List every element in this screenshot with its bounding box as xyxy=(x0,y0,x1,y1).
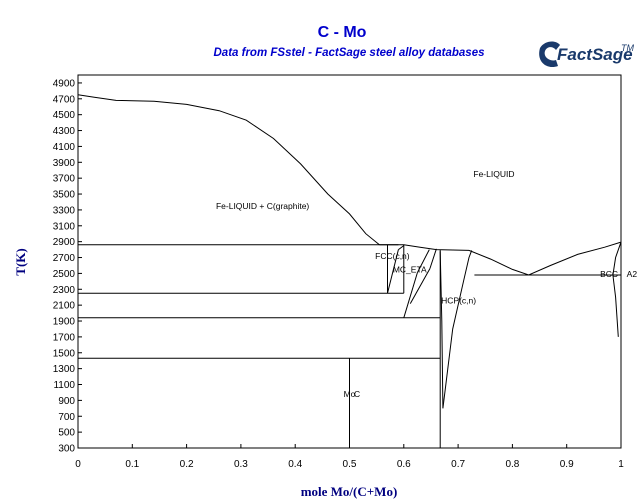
phase-boundary-line xyxy=(612,274,619,337)
phase-boundary-line xyxy=(403,272,418,318)
x-tick-label: 0.8 xyxy=(505,459,519,470)
y-tick-label: 3500 xyxy=(53,190,76,201)
y-tick-label: 4100 xyxy=(53,142,76,153)
region-label: C xyxy=(354,389,360,399)
phase-boundaries xyxy=(77,94,622,448)
y-tick-label: 300 xyxy=(58,444,75,455)
x-tick-label: 0.6 xyxy=(397,459,411,470)
region-label: Fe-LIQUID + C(graphite) xyxy=(216,201,309,211)
chart-subtitle: Data from FSstel - FactSage steel alloy … xyxy=(214,47,485,59)
phase-boundary-line xyxy=(409,268,431,304)
y-tick-label: 3300 xyxy=(53,205,76,216)
factsage-logo: FactSage TM xyxy=(539,41,634,68)
region-label: BCC xyxy=(600,269,618,279)
y-tick-label: 1500 xyxy=(53,348,76,359)
x-axis: 0 0.1 0.2 0.3 0.4 0.5 0.6 0.7 0.8 0.9 1 xyxy=(75,444,624,470)
y-tick-label: 4700 xyxy=(53,94,76,105)
logo-trademark: TM xyxy=(621,43,634,53)
y-tick-label: 2900 xyxy=(53,237,76,248)
y-tick-label: 500 xyxy=(58,428,75,439)
y-tick-label: 3900 xyxy=(53,158,76,169)
x-axis-label: mole Mo/(C+Mo) xyxy=(301,484,398,499)
chart-title: C - Mo xyxy=(318,24,367,41)
x-tick-label: 0 xyxy=(75,459,81,470)
x-tick-label: 0.5 xyxy=(343,459,357,470)
y-tick-label: 2500 xyxy=(53,269,76,280)
phase-region-labels: Fe-LIQUID Fe-LIQUID + C(graphite) FCC(c,n)… xyxy=(216,169,637,399)
phase-boundary-line xyxy=(398,245,405,251)
x-tick-label: 0.4 xyxy=(288,459,302,470)
y-tick-label: 2700 xyxy=(53,253,76,264)
y-tick-label: 1100 xyxy=(53,380,75,391)
x-tick-label: 0.2 xyxy=(180,459,194,470)
y-axis-label: T(K) xyxy=(13,248,28,275)
y-tick-label: 4300 xyxy=(53,126,76,137)
y-tick-label: 1300 xyxy=(53,364,76,375)
y-axis: 300 500 700 900 1100 1300 1500 1700 1900 2100 2300… xyxy=(53,78,82,455)
region-label: MC_ETA xyxy=(393,264,427,274)
phase-boundary-line xyxy=(77,94,380,246)
y-tick-label: 4900 xyxy=(53,78,76,89)
region-label: Fe-LIQUID xyxy=(473,169,514,179)
logo-brand: FactSage xyxy=(557,45,633,64)
phase-boundary-line xyxy=(468,241,622,276)
y-tick-label: 2300 xyxy=(53,285,76,296)
y-tick-label: 1700 xyxy=(53,332,76,343)
y-tick-label: 4500 xyxy=(53,110,76,121)
region-label: A2 xyxy=(627,269,638,279)
logo-swirl-icon xyxy=(539,41,560,68)
phase-boundary-line xyxy=(387,249,399,294)
x-tick-label: 1 xyxy=(618,459,624,470)
y-tick-label: 2100 xyxy=(53,301,76,312)
region-label: Mo xyxy=(344,389,356,399)
phase-boundary-line xyxy=(379,244,470,251)
y-tick-label: 3100 xyxy=(53,221,76,232)
y-tick-label: 900 xyxy=(58,396,75,407)
region-label: FCC(c,n) xyxy=(375,251,410,261)
x-tick-label: 0.3 xyxy=(234,459,248,470)
y-tick-label: 1900 xyxy=(53,317,76,328)
y-tick-label: 700 xyxy=(58,412,75,423)
phase-boundary-line xyxy=(429,248,437,269)
region-label: HCP(c,n) xyxy=(441,295,476,305)
x-tick-label: 0.7 xyxy=(451,459,465,470)
x-tick-label: 0.1 xyxy=(125,459,139,470)
phase-boundary-line xyxy=(442,250,473,409)
phase-boundary-line xyxy=(416,249,430,273)
phase-boundary-line xyxy=(439,251,444,409)
x-tick-label: 0.9 xyxy=(560,459,574,470)
phase-boundary-line xyxy=(612,241,622,276)
y-tick-label: 3700 xyxy=(53,174,76,185)
